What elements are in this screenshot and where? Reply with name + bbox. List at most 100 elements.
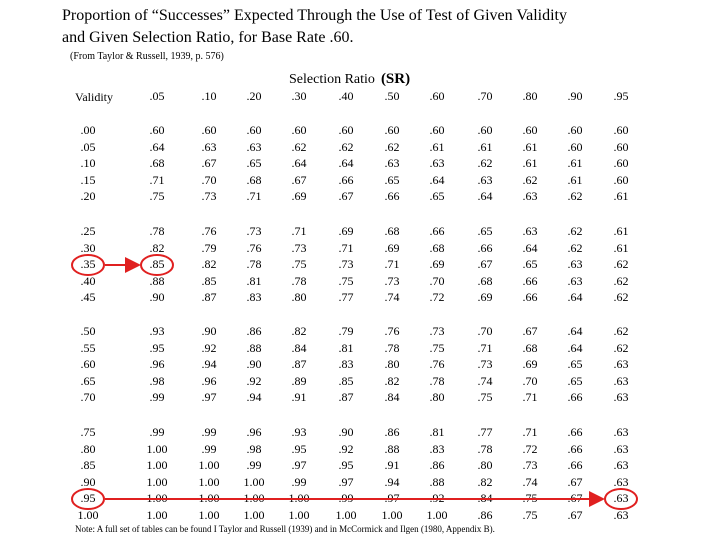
table-cell: .97 [291,458,307,472]
table-cell: .60 [567,139,583,154]
validity-value: .10 [80,156,96,170]
table-cell: .71 [477,340,493,355]
table-cell: .63 [567,273,583,288]
table-cell: .64 [429,172,445,187]
source-citation: (From Taylor & Russell, 1939, p. 576) [70,51,224,62]
table-cell: .60 [149,123,165,137]
table-cell: .81 [429,425,445,439]
table-cell: .66 [384,189,400,203]
table-cell: .76 [201,224,217,238]
table-cell: .70 [201,172,217,187]
table-cell: .60 [201,123,217,137]
table-cell: .60 [429,123,445,137]
table-cell: 1.00 [146,474,168,489]
table-cell: .98 [149,373,165,388]
validity-value: .25 [80,224,96,238]
table-cell: .72 [522,441,538,456]
table-cell: .75 [291,257,307,271]
table-cell: .63 [613,357,629,371]
table-cell: .71 [522,425,538,439]
table-cell: .87 [201,290,217,304]
selection-ratio-abbr: (SR) [380,71,411,87]
table-cell: .62 [477,156,493,170]
table-cell: .62 [613,290,629,304]
table-cell: .69 [384,240,400,255]
table-cell: .80 [384,357,400,371]
table-cell: .61 [613,240,629,255]
sr-column-header: .40 [338,89,354,103]
selection-ratio-header: Selection Ratio (SR) [289,71,410,88]
table-cell: .60 [613,139,629,154]
validity-value: .60 [80,357,96,371]
table-cell: .65 [429,189,445,203]
table-cell: .90 [246,357,262,371]
table-cell: .69 [429,257,445,271]
validity-value: .15 [80,172,96,187]
table-cell: .88 [246,340,262,355]
table-cell: .68 [477,273,493,288]
sr-column-header: .05 [149,89,165,103]
table-cell: .66 [567,425,583,439]
validity-value: .05 [80,139,96,154]
table-cell: .61 [613,224,629,238]
table-cell: .60 [246,123,262,137]
table-cell: .64 [291,156,307,170]
table-cell: .95 [291,441,307,456]
table-cell: .75 [149,189,165,203]
table-cell: .75 [477,390,493,404]
table-cell: .87 [338,390,354,404]
validity-value: .70 [80,390,96,404]
table-cell: .71 [522,390,538,404]
table-cell: .99 [338,491,354,505]
table-cell: .67 [338,189,354,203]
table-cell: .62 [291,139,307,154]
slide-title: Proportion of “Successes” Expected Throu… [62,5,567,49]
table-cell: .76 [246,240,262,255]
table-cell: .67 [567,491,583,505]
table-cell: .61 [567,172,583,187]
table-cell: 1.00 [335,507,357,522]
table-cell: .67 [201,156,217,170]
table-cell: .62 [567,224,583,238]
table-cell: .62 [338,139,354,154]
table-cell: .66 [338,172,354,187]
table-cell: .80 [429,390,445,404]
table-cell: .73 [291,240,307,255]
table-cell: .62 [613,324,629,338]
table-cell: .65 [384,172,400,187]
table-cell: .88 [149,273,165,288]
validity-value: .40 [80,273,96,288]
sr-column-header: .80 [522,89,538,103]
table-cell: .60 [613,156,629,170]
table-cell: .65 [246,156,262,170]
table-cell: .68 [522,340,538,355]
table-cell: .97 [338,474,354,489]
table-cell: .62 [567,189,583,203]
validity-value: .00 [80,123,96,137]
table-cell: .67 [291,172,307,187]
table-cell: .75 [522,507,538,522]
table-cell: .73 [522,458,538,472]
table-cell: .60 [338,123,354,137]
table-cell: .68 [246,172,262,187]
table-cell: 1.00 [146,441,168,456]
validity-value: .75 [80,425,96,439]
table-cell: .61 [522,156,538,170]
validity-value: .95 [80,491,96,505]
table-cell: .74 [522,474,538,489]
table-cell: .82 [384,373,400,388]
table-cell: 1.00 [243,474,265,489]
table-cell: .64 [567,290,583,304]
table-cell: .99 [149,390,165,404]
table-cell: .99 [246,458,262,472]
table-cell: .86 [384,425,400,439]
table-cell: .82 [149,240,165,255]
table-cell: .93 [291,425,307,439]
table-cell: .65 [522,257,538,271]
table-cell: .62 [613,273,629,288]
sr-column-header: .10 [201,89,217,103]
sr-column-header: .70 [477,89,493,103]
table-cell: .97 [384,491,400,505]
table-cell: .85 [338,373,354,388]
table-cell: .96 [149,357,165,371]
